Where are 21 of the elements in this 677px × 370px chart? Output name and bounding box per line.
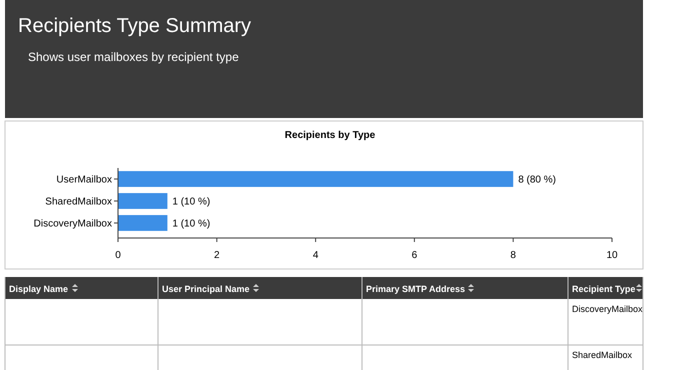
x-tick-label: 6 [412,250,418,261]
text: DiscoveryMailbox [572,304,644,314]
x-tick-label: 4 [312,250,319,261]
text: User Principal Name [162,284,250,294]
text: Recipient Type [572,284,636,294]
text: Display Name [9,284,68,294]
x-tick-label: 8 [510,250,516,261]
y-tick-label: UserMailbox [56,174,112,186]
chart-subtitle: Shows user mailboxes by recipient type [28,50,240,64]
text: Primary SMTP Address [366,284,466,294]
data-label: 1 (10 %) [172,196,210,208]
chart-title: Recipients Type Summary [18,15,252,37]
data-label: 8 (80 %) [518,174,556,186]
x-tick-label: 2 [214,250,220,261]
x-tick-label: 10 [606,250,618,261]
y-tick-label: SharedMailbox [45,196,112,208]
x-tick-label: 0 [115,250,122,261]
text: Recipients by Type [284,130,376,141]
y-tick-label: DiscoveryMailbox [34,218,112,230]
text: SharedMailbox [572,350,633,360]
data-label: 1 (10 %) [172,218,210,230]
